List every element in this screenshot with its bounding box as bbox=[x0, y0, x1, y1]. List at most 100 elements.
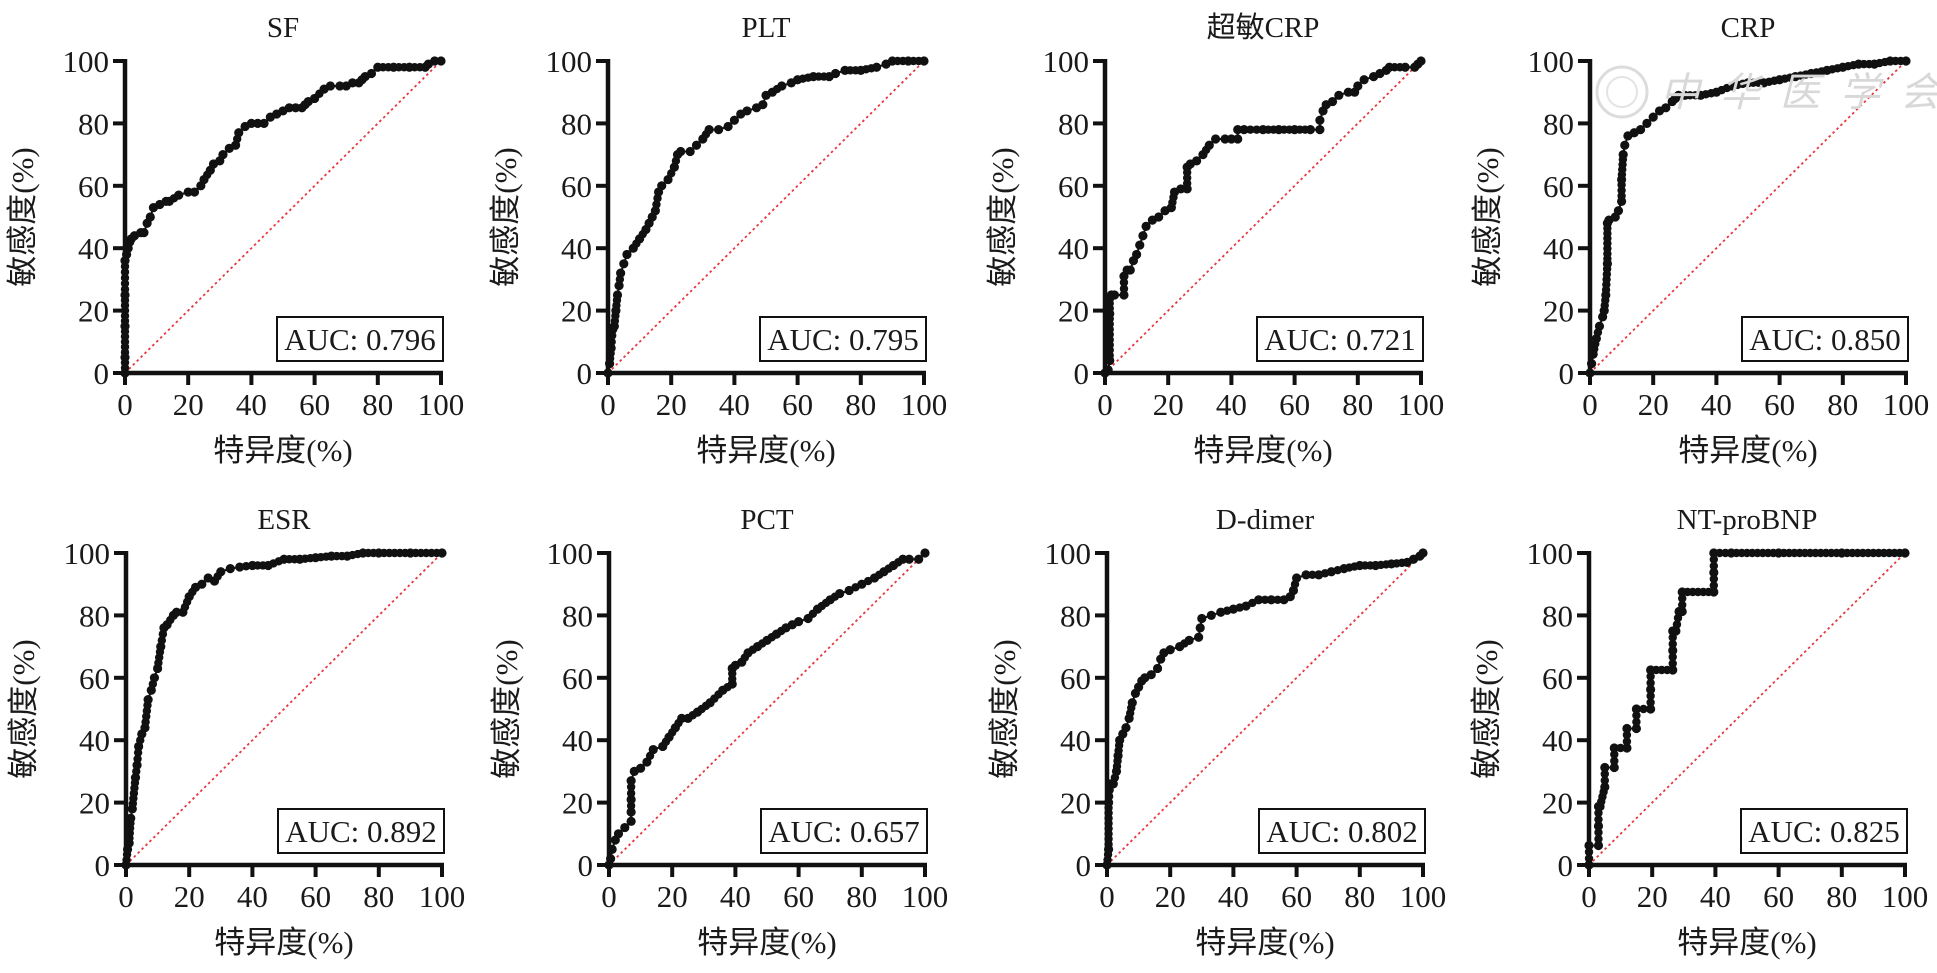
roc-point bbox=[1301, 570, 1311, 580]
roc-point bbox=[1668, 639, 1677, 649]
reference-diagonal-line bbox=[607, 60, 925, 374]
roc-point bbox=[1613, 206, 1624, 216]
roc-panel-esr: ESR 0 20 40 60 80 100 0 20 40 60 80 100 特异度(%) 敏感度(%) A… bbox=[6, 504, 465, 960]
x-tick-label: 20 bbox=[657, 879, 688, 914]
x-tick-label: 20 bbox=[1153, 387, 1184, 422]
roc-point bbox=[1192, 156, 1202, 166]
roc-point bbox=[1668, 652, 1677, 662]
roc-point bbox=[1176, 184, 1186, 194]
roc-point bbox=[1671, 626, 1681, 636]
y-tick-label: 100 bbox=[547, 536, 594, 571]
x-axis-label: 特异度(%) bbox=[696, 433, 835, 468]
roc-point bbox=[619, 259, 629, 269]
roc-point bbox=[1648, 112, 1658, 122]
roc-point bbox=[225, 564, 235, 574]
x-tick-label: 100 bbox=[901, 387, 948, 422]
roc-point bbox=[1622, 723, 1632, 734]
roc-point bbox=[1646, 672, 1655, 681]
x-tick-label: 60 bbox=[1764, 387, 1795, 422]
y-tick-label: 60 bbox=[79, 661, 110, 696]
auc-box bbox=[760, 808, 928, 854]
roc-point bbox=[1138, 231, 1148, 241]
roc-point bbox=[626, 776, 636, 786]
roc-point bbox=[677, 713, 687, 723]
auc-label: AUC: 0.796 bbox=[284, 322, 436, 357]
roc-point bbox=[612, 290, 623, 300]
watermark-logo-inner-icon bbox=[1606, 76, 1638, 108]
x-tick-label: 20 bbox=[656, 387, 687, 422]
roc-point bbox=[1600, 776, 1610, 785]
roc-point bbox=[145, 212, 155, 222]
roc-point bbox=[1632, 717, 1641, 727]
roc-point bbox=[1266, 595, 1276, 605]
roc-point bbox=[904, 554, 914, 564]
x-axis-label: 特异度(%) bbox=[697, 925, 836, 960]
roc-point bbox=[1400, 62, 1410, 72]
roc-point bbox=[835, 588, 845, 599]
roc-point bbox=[626, 794, 636, 805]
y-tick-label: 40 bbox=[79, 723, 110, 758]
roc-point bbox=[1715, 548, 1724, 558]
roc-point bbox=[1900, 548, 1910, 558]
x-tick-label: 80 bbox=[362, 387, 393, 422]
roc-point bbox=[1594, 815, 1603, 824]
y-axis-label: 敏感度(%) bbox=[1469, 639, 1504, 778]
roc-point bbox=[1600, 762, 1610, 773]
x-tick-label: 100 bbox=[418, 387, 465, 422]
x-tick-label: 60 bbox=[299, 387, 330, 422]
roc-point bbox=[626, 782, 636, 792]
roc-point bbox=[157, 636, 167, 645]
y-tick-label: 20 bbox=[1060, 786, 1091, 821]
roc-point bbox=[613, 829, 624, 839]
auc-annotation: AUC: 0.850 bbox=[1741, 316, 1909, 362]
x-tick-label: 60 bbox=[783, 879, 814, 914]
reference-diagonal-line bbox=[1589, 60, 1907, 374]
chart-title: NT-proBNP bbox=[1677, 504, 1818, 536]
roc-point bbox=[1609, 743, 1619, 753]
roc-point bbox=[691, 140, 702, 150]
y-tick-label: 60 bbox=[1060, 661, 1091, 696]
roc-point bbox=[1141, 221, 1151, 231]
x-tick-label: 100 bbox=[1398, 387, 1445, 422]
roc-point bbox=[174, 190, 184, 200]
y-tick-label: 20 bbox=[1058, 294, 1089, 329]
watermark-logo-icon bbox=[1595, 65, 1649, 119]
roc-point bbox=[189, 187, 200, 197]
y-axis-label: 敏感度(%) bbox=[985, 147, 1020, 286]
roc-point bbox=[626, 816, 636, 826]
y-tick-label: 80 bbox=[78, 106, 109, 141]
auc-box bbox=[1256, 316, 1424, 362]
roc-point bbox=[1154, 212, 1164, 222]
roc-point bbox=[1197, 613, 1207, 624]
roc-point bbox=[636, 763, 646, 773]
roc-point bbox=[620, 822, 630, 833]
roc-point bbox=[1594, 828, 1603, 837]
roc-point bbox=[872, 62, 882, 72]
watermark: 中华医学会 bbox=[1595, 65, 1937, 119]
x-tick-label: 40 bbox=[1218, 879, 1249, 914]
x-tick-label: 60 bbox=[1763, 879, 1794, 914]
reference-diagonal-line bbox=[1588, 552, 1906, 866]
y-tick-label: 0 bbox=[95, 848, 111, 883]
x-tick-label: 80 bbox=[845, 387, 876, 422]
roc-panel-d-dimer: D-dimer 0 20 40 60 80 100 0 20 40 60 80 100 特异度(%) 敏感度… bbox=[987, 504, 1446, 960]
x-axis-label: 特异度(%) bbox=[1195, 925, 1334, 960]
roc-point bbox=[183, 187, 193, 197]
roc-point bbox=[657, 181, 667, 191]
roc-point bbox=[1672, 620, 1682, 629]
x-tick-label: 40 bbox=[237, 879, 268, 914]
x-axis-label: 特异度(%) bbox=[1193, 433, 1332, 468]
x-tick-label: 100 bbox=[419, 879, 466, 914]
roc-point bbox=[830, 68, 841, 79]
y-tick-label: 0 bbox=[94, 356, 110, 391]
x-tick-label: 20 bbox=[174, 879, 205, 914]
roc-point bbox=[1646, 678, 1655, 688]
roc-point bbox=[1152, 663, 1163, 674]
roc-point bbox=[1334, 90, 1344, 100]
y-tick-label: 40 bbox=[562, 723, 593, 758]
y-tick-label: 0 bbox=[1074, 356, 1090, 391]
y-tick-label: 20 bbox=[1542, 786, 1573, 821]
roc-point bbox=[1184, 635, 1194, 645]
x-tick-label: 20 bbox=[173, 387, 204, 422]
watermark-text: 中华医学会 bbox=[1660, 70, 1937, 116]
